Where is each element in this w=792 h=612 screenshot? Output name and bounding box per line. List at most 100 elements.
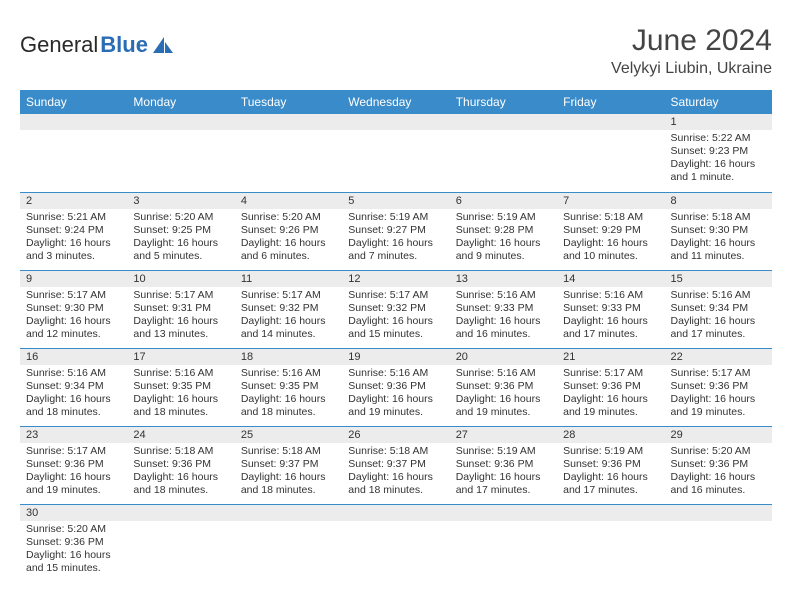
daylight-line: Daylight: 16 hours	[456, 471, 551, 484]
sunset-line: Sunset: 9:35 PM	[133, 380, 228, 393]
sunset-line: Sunset: 9:31 PM	[133, 302, 228, 315]
day-details: Sunrise: 5:17 AMSunset: 9:32 PMDaylight:…	[342, 287, 449, 346]
day-number: 17	[127, 349, 234, 365]
calendar-cell: 26Sunrise: 5:18 AMSunset: 9:37 PMDayligh…	[342, 426, 449, 504]
day-number: 29	[665, 427, 772, 443]
daylight-line: Daylight: 16 hours	[241, 471, 336, 484]
calendar-cell: 3Sunrise: 5:20 AMSunset: 9:25 PMDaylight…	[127, 192, 234, 270]
sunrise-line: Sunrise: 5:17 AM	[133, 289, 228, 302]
day-details: Sunrise: 5:16 AMSunset: 9:36 PMDaylight:…	[342, 365, 449, 424]
day-number: 10	[127, 271, 234, 287]
sunrise-line: Sunrise: 5:16 AM	[563, 289, 658, 302]
sunset-line: Sunset: 9:33 PM	[563, 302, 658, 315]
daylight-line: and 17 minutes.	[671, 328, 766, 341]
daylight-line: and 19 minutes.	[671, 406, 766, 419]
calendar-cell: 13Sunrise: 5:16 AMSunset: 9:33 PMDayligh…	[450, 270, 557, 348]
daylight-line: and 19 minutes.	[456, 406, 551, 419]
sunset-line: Sunset: 9:36 PM	[348, 380, 443, 393]
day-number: 21	[557, 349, 664, 365]
sunset-line: Sunset: 9:37 PM	[348, 458, 443, 471]
calendar-cell	[235, 504, 342, 582]
calendar-week: 30Sunrise: 5:20 AMSunset: 9:36 PMDayligh…	[20, 504, 772, 582]
calendar-cell: 21Sunrise: 5:17 AMSunset: 9:36 PMDayligh…	[557, 348, 664, 426]
day-number: 20	[450, 349, 557, 365]
month-title: June 2024	[611, 24, 772, 58]
sunset-line: Sunset: 9:32 PM	[348, 302, 443, 315]
daylight-line: Daylight: 16 hours	[348, 237, 443, 250]
day-header: Thursday	[450, 90, 557, 114]
daylight-line: and 19 minutes.	[26, 484, 121, 497]
daylight-line: and 18 minutes.	[133, 484, 228, 497]
day-number: 8	[665, 193, 772, 209]
daylight-line: and 17 minutes.	[456, 484, 551, 497]
day-details: Sunrise: 5:20 AMSunset: 9:36 PMDaylight:…	[20, 521, 127, 580]
calendar-cell	[235, 114, 342, 192]
day-details: Sunrise: 5:17 AMSunset: 9:36 PMDaylight:…	[20, 443, 127, 502]
day-number	[557, 114, 664, 130]
daylight-line: and 6 minutes.	[241, 250, 336, 263]
daylight-line: and 16 minutes.	[671, 484, 766, 497]
daylight-line: Daylight: 16 hours	[348, 393, 443, 406]
calendar-cell	[127, 114, 234, 192]
day-number: 4	[235, 193, 342, 209]
daylight-line: Daylight: 16 hours	[563, 393, 658, 406]
daylight-line: Daylight: 16 hours	[26, 393, 121, 406]
day-details: Sunrise: 5:19 AMSunset: 9:36 PMDaylight:…	[557, 443, 664, 502]
sunset-line: Sunset: 9:35 PM	[241, 380, 336, 393]
day-number: 11	[235, 271, 342, 287]
day-number: 2	[20, 193, 127, 209]
day-details: Sunrise: 5:20 AMSunset: 9:36 PMDaylight:…	[665, 443, 772, 502]
day-number	[450, 114, 557, 130]
day-number: 15	[665, 271, 772, 287]
day-number: 7	[557, 193, 664, 209]
daylight-line: Daylight: 16 hours	[456, 315, 551, 328]
day-number: 23	[20, 427, 127, 443]
day-details	[235, 130, 342, 180]
day-details: Sunrise: 5:16 AMSunset: 9:34 PMDaylight:…	[20, 365, 127, 424]
daylight-line: Daylight: 16 hours	[26, 471, 121, 484]
sunrise-line: Sunrise: 5:16 AM	[671, 289, 766, 302]
sunset-line: Sunset: 9:36 PM	[563, 458, 658, 471]
sunset-line: Sunset: 9:25 PM	[133, 224, 228, 237]
calendar-cell: 19Sunrise: 5:16 AMSunset: 9:36 PMDayligh…	[342, 348, 449, 426]
sunset-line: Sunset: 9:30 PM	[671, 224, 766, 237]
daylight-line: and 18 minutes.	[133, 406, 228, 419]
day-details: Sunrise: 5:21 AMSunset: 9:24 PMDaylight:…	[20, 209, 127, 268]
daylight-line: and 1 minute.	[671, 171, 766, 184]
sunrise-line: Sunrise: 5:18 AM	[241, 445, 336, 458]
calendar-week: 16Sunrise: 5:16 AMSunset: 9:34 PMDayligh…	[20, 348, 772, 426]
day-header: Wednesday	[342, 90, 449, 114]
sunrise-line: Sunrise: 5:17 AM	[26, 445, 121, 458]
day-details	[665, 521, 772, 571]
calendar-cell: 20Sunrise: 5:16 AMSunset: 9:36 PMDayligh…	[450, 348, 557, 426]
sunset-line: Sunset: 9:36 PM	[26, 458, 121, 471]
sunrise-line: Sunrise: 5:20 AM	[26, 523, 121, 536]
daylight-line: and 11 minutes.	[671, 250, 766, 263]
day-details	[127, 521, 234, 571]
day-number	[127, 114, 234, 130]
sunrise-line: Sunrise: 5:16 AM	[456, 367, 551, 380]
day-header: Sunday	[20, 90, 127, 114]
title-block: June 2024 Velykyi Liubin, Ukraine	[611, 24, 772, 78]
sunrise-line: Sunrise: 5:16 AM	[348, 367, 443, 380]
sunset-line: Sunset: 9:36 PM	[671, 458, 766, 471]
day-number: 18	[235, 349, 342, 365]
day-number	[342, 505, 449, 521]
day-details: Sunrise: 5:16 AMSunset: 9:34 PMDaylight:…	[665, 287, 772, 346]
day-number	[342, 114, 449, 130]
daylight-line: Daylight: 16 hours	[133, 471, 228, 484]
calendar-cell	[20, 114, 127, 192]
day-header: Tuesday	[235, 90, 342, 114]
sunset-line: Sunset: 9:23 PM	[671, 145, 766, 158]
sunrise-line: Sunrise: 5:22 AM	[671, 132, 766, 145]
daylight-line: Daylight: 16 hours	[456, 237, 551, 250]
day-number: 27	[450, 427, 557, 443]
sunset-line: Sunset: 9:26 PM	[241, 224, 336, 237]
sunset-line: Sunset: 9:34 PM	[671, 302, 766, 315]
day-details: Sunrise: 5:19 AMSunset: 9:28 PMDaylight:…	[450, 209, 557, 268]
day-details: Sunrise: 5:16 AMSunset: 9:35 PMDaylight:…	[235, 365, 342, 424]
day-number: 12	[342, 271, 449, 287]
sunrise-line: Sunrise: 5:18 AM	[671, 211, 766, 224]
daylight-line: Daylight: 16 hours	[133, 393, 228, 406]
day-details: Sunrise: 5:18 AMSunset: 9:30 PMDaylight:…	[665, 209, 772, 268]
